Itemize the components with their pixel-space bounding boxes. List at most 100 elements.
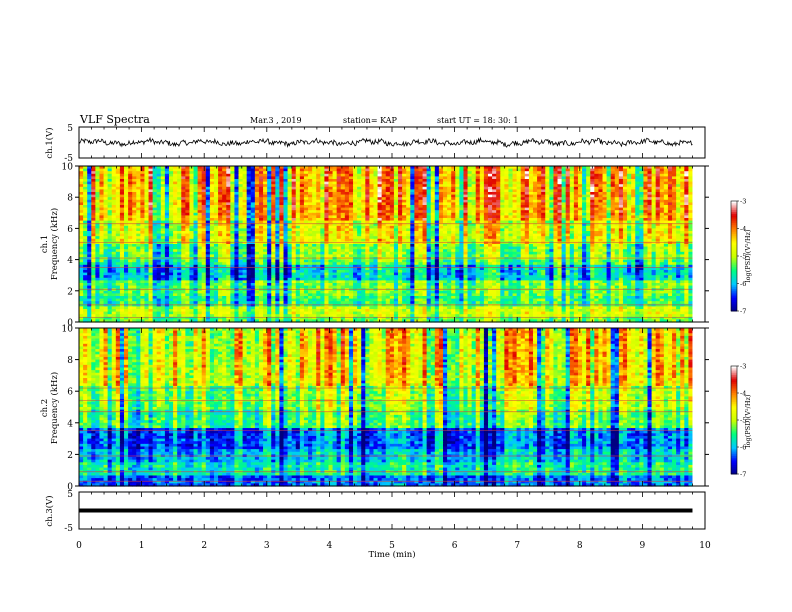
spectrogram-cell	[573, 168, 579, 172]
spectrogram-cell	[459, 173, 465, 177]
spectrogram-cell	[381, 181, 387, 185]
spectrogram-cell	[164, 194, 170, 198]
spectrogram-cell	[267, 192, 272, 196]
spectrogram-cell	[492, 215, 497, 219]
spectrogram-cell	[357, 231, 362, 235]
spectrogram-cell	[79, 231, 84, 235]
spectrogram-cell	[303, 181, 309, 185]
spectrogram-cell	[663, 189, 669, 193]
spectrogram-cell	[451, 199, 456, 203]
spectrogram-cell	[361, 186, 366, 190]
spectrogram-cell	[177, 233, 182, 237]
spectrogram-cell	[672, 215, 677, 219]
spectrogram-cell	[328, 223, 334, 227]
spectrogram-cell	[443, 166, 448, 170]
spectrogram-cell	[79, 225, 84, 229]
spectrogram-cell	[128, 220, 133, 224]
spectrogram-cell	[336, 210, 342, 214]
spectrogram-cell	[218, 215, 223, 219]
spectrogram-cell	[164, 218, 170, 222]
spectrogram-cell	[348, 223, 354, 227]
spectrogram-cell	[398, 173, 403, 177]
spectrogram-cell	[168, 184, 174, 188]
spectrogram-cell	[218, 212, 223, 216]
spectrogram-cell	[667, 218, 673, 222]
spectrogram-cell	[573, 223, 579, 227]
spectrogram-cell	[430, 173, 436, 177]
spectrogram-cell	[443, 197, 448, 201]
spectrogram-cell	[144, 205, 150, 209]
spectrogram-cell	[95, 205, 101, 209]
spectrogram-cell	[218, 166, 223, 170]
spectrogram-cell	[385, 192, 391, 196]
spectrogram-cell	[631, 225, 636, 229]
spectrogram-cell	[680, 194, 685, 198]
spectrogram-cell	[557, 220, 563, 224]
spectrogram-cell	[594, 228, 600, 232]
spectrogram-cell	[316, 202, 321, 206]
spectrogram-cell	[353, 176, 358, 180]
spectrogram-cell	[414, 199, 420, 203]
spectrogram-cell	[201, 223, 207, 227]
spectrogram-cell	[655, 207, 661, 211]
spectrogram-cell	[291, 225, 297, 229]
spectrogram-cell	[250, 189, 256, 193]
spectrogram-cell	[467, 168, 473, 172]
spectrogram-cell	[267, 181, 272, 185]
spectrogram-cell	[218, 223, 223, 227]
spectrogram-cell	[643, 202, 649, 206]
spectrogram-cell	[475, 207, 481, 211]
spectrogram-cell	[140, 166, 146, 170]
spectrogram-cell	[508, 173, 514, 177]
spectrogram-cell	[414, 189, 420, 193]
spectrogram-cell	[111, 225, 117, 229]
spectrogram-cell	[406, 166, 411, 170]
spectrogram-cell	[496, 228, 501, 232]
spectrogram-cell	[508, 176, 514, 180]
spectrogram-cell	[316, 215, 321, 219]
spectrogram-cell	[528, 166, 534, 170]
spectrogram-cell	[586, 225, 591, 229]
spectrogram-cell	[181, 233, 186, 237]
spectrogram-cell	[193, 179, 199, 183]
spectrogram-cell	[402, 220, 407, 224]
spectrogram-cell	[438, 194, 444, 198]
spectrogram-cell	[528, 205, 534, 209]
spectrogram-cell	[238, 205, 244, 209]
spectrogram-cell	[676, 225, 681, 229]
spectrogram-cell	[614, 176, 620, 180]
spectrogram-cell	[463, 207, 469, 211]
spectrogram-cell	[316, 189, 321, 193]
spectrogram-cell	[209, 176, 215, 180]
spectrogram-cell	[492, 231, 497, 235]
spectrogram-cell	[422, 176, 428, 180]
spectrogram-cell	[279, 184, 285, 188]
spectrogram-cell	[438, 179, 444, 183]
spectrogram-cell	[398, 189, 403, 193]
spectrogram-cell	[246, 212, 252, 216]
spectrogram-cell	[549, 223, 555, 227]
spectrogram-cell	[218, 218, 223, 222]
spectrogram-cell	[487, 205, 493, 209]
spectrogram-cell	[475, 166, 481, 170]
spectrogram-cell	[312, 220, 317, 224]
spectrogram-cell	[209, 207, 215, 211]
spectrogram-cell	[316, 179, 321, 183]
spectrogram-cell	[107, 228, 113, 232]
spectrogram-cell	[258, 202, 264, 206]
spectrogram-cell	[222, 228, 227, 232]
spectrogram-cell	[508, 207, 514, 211]
spectrogram-cell	[483, 173, 489, 177]
spectrogram-cell	[140, 228, 146, 232]
spectrogram-cell	[83, 212, 88, 216]
spectrogram-cell	[361, 176, 366, 180]
spectrogram-cell	[463, 168, 469, 172]
spectrogram-cell	[87, 166, 92, 170]
spectrogram-cell	[492, 225, 497, 229]
spectrogram-cell	[107, 179, 113, 183]
spectrogram-cell	[553, 218, 559, 222]
spectrogram-cell	[348, 205, 354, 209]
spectrogram-cell	[111, 184, 117, 188]
spectrogram-cell	[426, 199, 432, 203]
spectrogram-cell	[128, 194, 133, 198]
